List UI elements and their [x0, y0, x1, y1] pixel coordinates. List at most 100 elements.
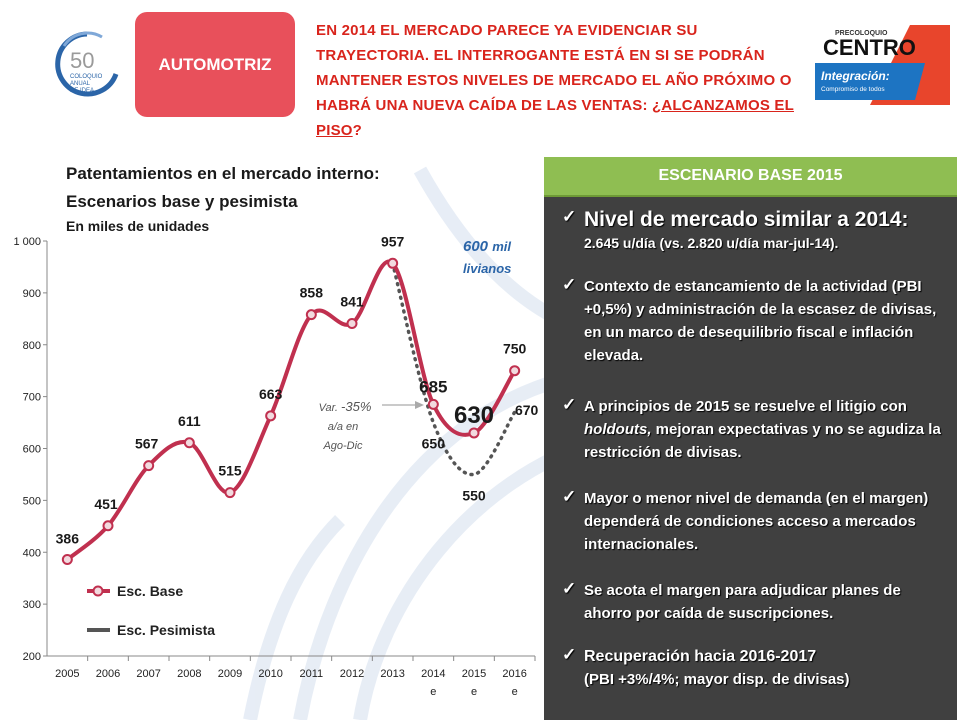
svg-text:COLOQUIO: COLOQUIO — [70, 74, 103, 80]
y-axis-ticks: 1 000 900 800 700 600 500 400 300 200 — [13, 236, 47, 663]
bullet-3-b: mejoran expectativas y no se agudiza la … — [584, 421, 941, 461]
annotation-var: Var. -35% a/a en Ago-Dic — [319, 399, 424, 452]
svg-text:CENTRO: CENTRO — [823, 35, 916, 60]
chart-units: En miles de unidades — [66, 218, 210, 234]
x-axis-ticks: 2005 2006 2007 2008 2009 2010 2011 2012 2013 2014… — [55, 656, 536, 698]
sector-badge: AUTOMOTRIZ — [135, 12, 295, 117]
x-tick-label: 2008 — [177, 668, 201, 680]
legend-pesimista: Esc. Pesimista — [117, 622, 215, 638]
bullet-4-text: Mayor o menor nivel de demanda (en el ma… — [584, 490, 929, 553]
y-tick-label: 700 — [23, 392, 41, 404]
base-data-label: 611 — [178, 413, 201, 429]
bullet-6-main: Recuperación hacia 2016-2017 — [584, 648, 817, 665]
headline-question: ¿ALCANZAMOS EL PISO — [316, 97, 794, 139]
x-tick-label: 2007 — [136, 668, 160, 680]
x-tick-label: 2006 — [96, 668, 120, 680]
legend-base: Esc. Base — [117, 583, 183, 599]
series-base-line — [66, 259, 517, 562]
svg-text:Integración:: Integración: — [821, 69, 890, 83]
bullet-5-text: Se acota el margen para adjudicar planes… — [584, 582, 901, 622]
x-tick-label: 2005 — [55, 668, 79, 680]
var-label: Var. — [319, 402, 341, 414]
base-data-label: 663 — [259, 386, 283, 402]
check-icon: ✓ — [562, 487, 577, 506]
bullet-3-text: A principios de 2015 se resuelve el liti… — [584, 395, 949, 464]
series-base-point — [61, 554, 73, 566]
pesimista-data-label: 550 — [462, 487, 486, 503]
series-base-point — [143, 460, 155, 472]
base-data-label: 630 — [454, 402, 494, 429]
y-tick-label: 900 — [23, 288, 41, 300]
series-base-point — [387, 257, 399, 269]
chart-title-line2: Escenarios base y pesimista — [66, 192, 298, 211]
series-base-point — [305, 309, 317, 321]
svg-text:50: 50 — [70, 48, 94, 73]
bullet-3-italic: holdouts, — [584, 421, 652, 438]
base-data-label: 685 — [419, 377, 447, 396]
headline-text: EN 2014 EL MERCADO PARECE YA EVIDENCIAR … — [316, 22, 792, 114]
legend: Esc. Base Esc. Pesimista — [87, 583, 215, 638]
check-icon: ✓ — [562, 645, 577, 664]
series-base-point — [102, 520, 114, 532]
var-line2: a/a en — [328, 421, 359, 433]
y-tick-label: 800 — [23, 340, 41, 352]
base-data-label: 515 — [218, 463, 242, 479]
x-tick-label: 2010 — [258, 668, 282, 680]
x-tick-label: 2011 — [300, 668, 324, 680]
y-tick-label: 400 — [23, 547, 41, 559]
precoloquio-centro-logo: PRECOLOQUIO CENTRO Integración: Compromi… — [815, 25, 950, 105]
base-data-label: 386 — [56, 531, 80, 547]
livianos-unit: mil — [492, 239, 511, 254]
svg-text:DE IDEA: DE IDEA — [70, 88, 94, 94]
var-line3: Ago-Dic — [322, 440, 363, 452]
bullet-3-a: A principios de 2015 se resuelve el liti… — [584, 398, 907, 415]
base-data-label: 451 — [94, 496, 118, 512]
scenario-panel: ESCENARIO BASE 2015 ✓ Nivel de mercado s… — [544, 157, 957, 720]
headline-end: ? — [352, 122, 363, 139]
series-base-point — [346, 317, 358, 329]
check-icon: ✓ — [562, 395, 577, 414]
y-tick-label: 600 — [23, 444, 41, 456]
base-data-label: 957 — [381, 233, 405, 249]
colloquium-50-logo: 50 COLOQUIO ANUAL DE IDEA — [55, 31, 119, 97]
bullet-1-main: Nivel de mercado similar a 2014: — [584, 208, 909, 231]
y-tick-label: 200 — [23, 651, 41, 663]
x-tick-label: 2013 — [380, 668, 404, 680]
annotation-livianos: 600 mil livianos — [463, 238, 511, 276]
x-tick-label-suffix: e — [430, 686, 436, 698]
series-group — [61, 257, 521, 566]
base-data-label: 750 — [503, 341, 527, 357]
x-tick-label-suffix: e — [471, 686, 477, 698]
check-icon: ✓ — [562, 207, 577, 226]
livianos-line2: livianos — [463, 261, 511, 276]
series-base-point — [509, 365, 521, 377]
series-base-point — [265, 410, 277, 422]
var-value: -35% — [341, 399, 371, 414]
base-data-label: 858 — [300, 285, 324, 301]
svg-text:ANUAL: ANUAL — [70, 81, 91, 87]
series-base-point — [224, 487, 236, 499]
x-tick-label: 2009 — [218, 668, 242, 680]
check-icon: ✓ — [562, 579, 577, 598]
bullet-2-text: Contexto de estancamiento de la activida… — [584, 278, 937, 364]
base-data-label: 841 — [340, 293, 364, 309]
x-tick-label: 2016 — [502, 668, 526, 680]
livianos-value: 600 — [463, 238, 489, 255]
series-base-point — [183, 437, 195, 449]
bullet-1-sub: 2.645 u/día (vs. 2.820 u/día mar-jul-14)… — [584, 235, 839, 251]
chart-title: Patentamientos en el mercado interno: Es… — [66, 160, 380, 236]
headline: EN 2014 EL MERCADO PARECE YA EVIDENCIAR … — [316, 18, 796, 143]
x-tick-label: 2012 — [340, 668, 364, 680]
svg-text:Compromiso de todos: Compromiso de todos — [821, 86, 885, 93]
series-pesimista-line — [390, 261, 517, 477]
check-icon: ✓ — [562, 275, 577, 294]
data-labels: 386 451 567 611 515 663 858 841 957 685 630 750 650 5… — [56, 233, 539, 546]
pesimista-data-label: 650 — [422, 436, 446, 452]
x-tick-label: 2014 — [421, 668, 445, 680]
pesimista-data-label: 670 — [515, 402, 539, 418]
x-tick-label: 2015 — [462, 668, 486, 680]
series-base-point — [468, 427, 480, 439]
panel-title: ESCENARIO BASE 2015 — [544, 157, 957, 197]
svg-text:PRECOLOQUIO: PRECOLOQUIO — [835, 30, 888, 37]
